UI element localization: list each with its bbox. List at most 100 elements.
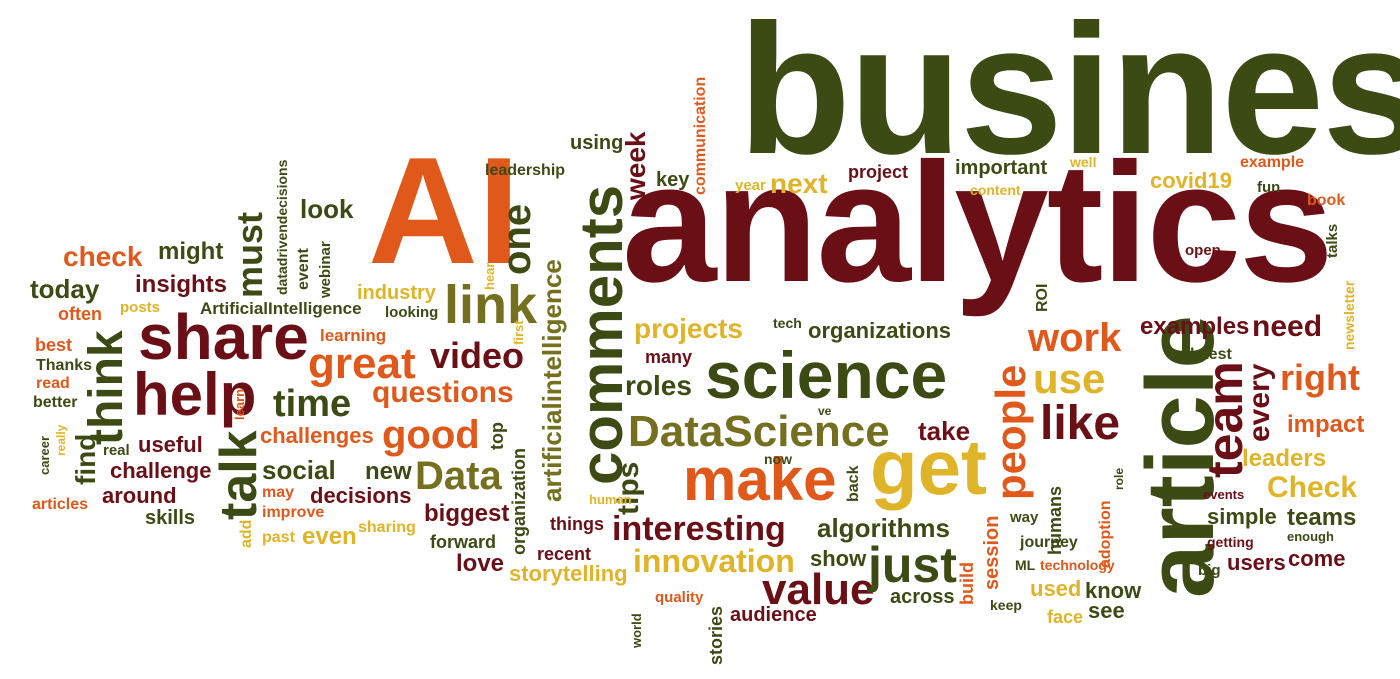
word-challenge: challenge [110,458,212,483]
word-roles: roles [625,370,692,401]
word-looking: looking [385,304,439,321]
word-many: many [645,347,693,367]
word-data: Data [415,454,502,498]
word-event: event [295,248,312,290]
word-algorithms: algorithms [817,513,950,543]
word-new: new [365,458,412,485]
word-make: make [683,446,837,513]
word-keep: keep [990,597,1022,613]
word-best: best [35,335,73,355]
word-take: take [918,416,971,446]
word-industry: industry [357,282,436,304]
word-see: see [1088,598,1125,623]
word-enough: enough [1287,529,1334,544]
word-back: back [845,465,862,502]
word-book: book [1307,192,1346,209]
word-talks: talks [1324,223,1341,258]
word-posts: posts [120,299,161,316]
word-come: come [1288,546,1346,571]
word-hear: hear [482,262,497,290]
word-learning: learning [320,326,387,345]
word-good: good [382,413,480,457]
word-storytelling: storytelling [509,561,628,586]
word-video: video [430,335,525,376]
word-must: must [229,211,270,298]
word-important: important [955,157,1048,179]
word-build: build [957,562,977,605]
word-recent: recent [537,544,592,564]
word-check: check [63,241,143,272]
word-around: around [102,483,177,508]
word-analytics: analytics [622,128,1334,318]
word-covid19: covid19 [1150,168,1232,193]
word-business: business [738,0,1400,193]
word-project: project [848,162,909,182]
word-social: social [262,455,336,485]
word-love: love [456,550,505,577]
word-examples: examples [1140,313,1250,340]
word-time: time [273,383,352,425]
word-thanks: Thanks [36,357,93,374]
word-things: things [550,514,604,534]
word-right: right [1280,357,1360,398]
word-need: need [1252,310,1323,343]
word-used: used [1030,576,1082,601]
word-ai: AI [368,126,520,296]
word-better: better [33,394,78,411]
word-world: world [629,613,644,648]
word-show: show [810,546,867,571]
word-latest: latest [1190,346,1232,363]
word-learn: learn [232,388,247,420]
word-projects: projects [634,313,743,344]
word-one: one [495,203,539,275]
word-challenges: challenges [260,423,374,448]
word-ml: ML [1015,557,1036,573]
word-artificialintelligence: artificialintelligence [537,259,567,502]
word-past: past [262,529,295,546]
word-link: link [444,275,538,335]
word-often: often [58,304,102,324]
word-way: way [1010,509,1039,526]
word-get: get [870,423,987,511]
word-communication: communication [692,76,709,195]
word-check-cap: Check [1267,471,1358,504]
word-key: key [656,169,690,191]
word-innovation: innovation [633,543,795,579]
word-organizations: organizations [808,318,952,343]
word-content: content [970,182,1021,198]
word-today: today [30,274,100,304]
word-look: look [300,194,354,224]
word-leaders: leaders [1242,445,1327,472]
word-fun: fun [1257,179,1281,196]
word-articles: articles [32,496,89,513]
word-human: human [589,492,632,507]
word-improve: improve [262,504,325,521]
word-read: read [36,375,70,392]
word-comments: comments [568,184,635,485]
word-biggest: biggest [424,500,510,527]
word-stories: stories [706,605,726,665]
word-useful: useful [138,432,203,457]
word-people: people [987,364,1034,500]
word-insights: insights [135,271,228,298]
word-first: first [511,320,526,345]
word-tech: tech [773,315,802,331]
word-value: value [762,565,875,614]
word-sharing: sharing [358,519,416,536]
word-quality: quality [655,589,704,606]
word-datadrivendecisions: datadrivendecisions [274,159,290,295]
word-work: work [1028,316,1122,360]
word-ve: ve [818,404,832,418]
word-across: across [890,586,955,608]
word-forward: forward [430,532,497,552]
word-even: even [302,523,357,550]
word-impact: impact [1287,411,1365,438]
word-using: using [570,132,624,154]
word-well: well [1070,154,1097,170]
word-audience: audience [730,604,817,626]
word-face: face [1047,607,1084,627]
word-science: science [705,338,948,412]
word-decisions: decisions [310,483,412,508]
word-talk: talk [210,430,268,520]
